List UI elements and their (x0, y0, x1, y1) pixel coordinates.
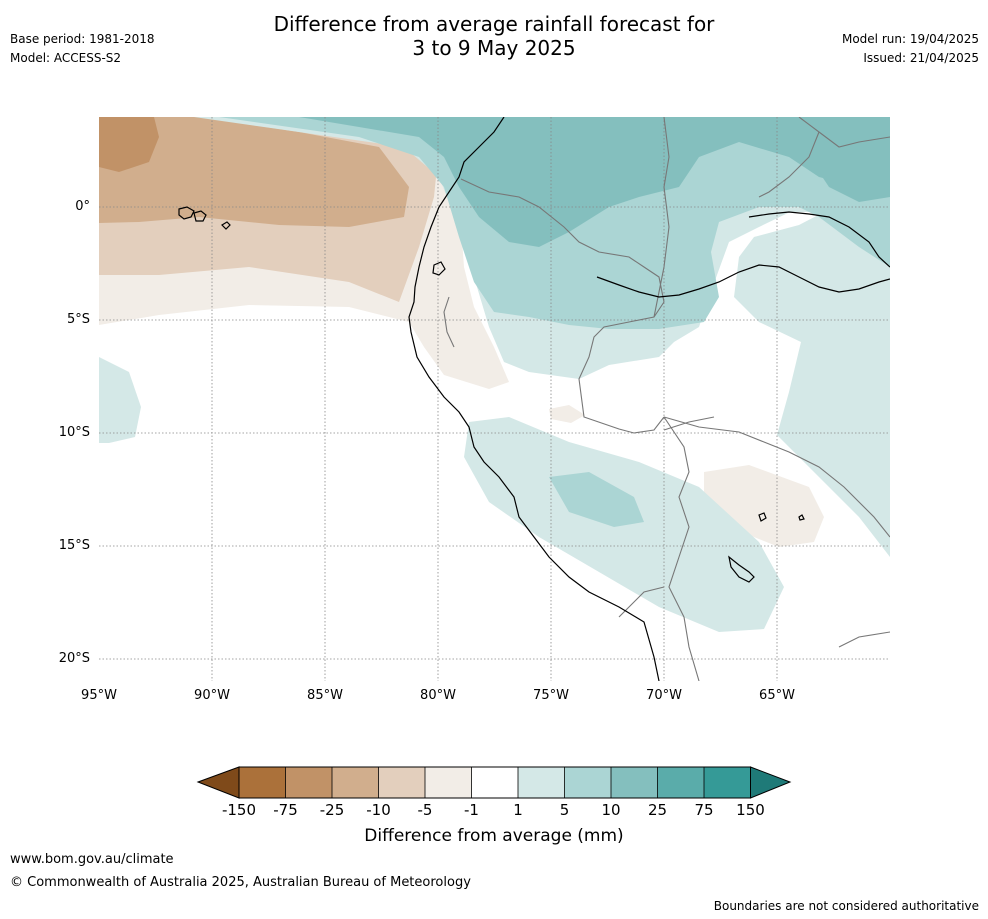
base-period-text: Base period: 1981-2018 (10, 32, 155, 46)
model-run-text: Model run: 19/04/2025 (841, 32, 979, 46)
lat-label-10s: 10°S (58, 425, 90, 440)
wetter-west-patch (99, 357, 141, 443)
colorbar-bin-7 (518, 767, 565, 798)
colorbar-tick-neg25: -25 (319, 801, 345, 819)
coastline (178, 117, 890, 681)
colorbar-bin-1 (239, 767, 286, 798)
colorbar-bin-2 (285, 767, 332, 798)
colorbar-frame (238, 766, 751, 799)
copyright-text: © Commonwealth of Australia 2025, Austra… (10, 875, 471, 890)
colorbar-tick-5: 5 (559, 801, 570, 819)
model-text: Model: ACCESS-S2 (10, 51, 122, 65)
colorbar-dividers (285, 767, 705, 798)
colorbar-bin-4 (378, 767, 425, 798)
lon-label-90w: 90°W (194, 688, 230, 703)
drier-patch-small (549, 405, 585, 423)
colorbar-bin-8 (564, 767, 611, 798)
lon-label-65w: 65°W (759, 688, 795, 703)
title-line-1: Difference from average rainfall forecas… (273, 12, 715, 36)
metadata-right: Model run: 19/04/2025 Issued: 21/04/2025 (842, 30, 979, 68)
title-line-2: 3 to 9 May 2025 (412, 36, 576, 60)
rainfall-map (99, 117, 890, 681)
colorbar-tick-neg75: -75 (273, 801, 298, 819)
colorbar-title: Difference from average (mm) (364, 826, 624, 846)
colorbar-bin-3 (332, 767, 379, 798)
colorbar (196, 766, 792, 799)
lon-label-95w: 95°W (81, 688, 117, 703)
colorbar-tick-75: 75 (694, 801, 714, 819)
lon-label-80w: 80°W (420, 688, 456, 703)
colorbar-tick-10: 10 (601, 801, 621, 819)
colorbar-tick-neg10: -10 (366, 801, 391, 819)
colorbar-bin-5 (425, 767, 472, 798)
issued-text: Issued: 21/04/2025 (863, 51, 979, 65)
lat-label-20s: 20°S (58, 651, 90, 666)
lon-label-75w: 75°W (533, 688, 569, 703)
colorbar-tick-25: 25 (647, 801, 668, 819)
colorbar-bin-11 (704, 767, 751, 798)
colorbar-extend-high (750, 766, 792, 799)
lat-label-5s: 5°S (66, 312, 90, 327)
colorbar-tick-neg150: -150 (221, 801, 257, 819)
metadata-left: Base period: 1981-2018 Model: ACCESS-S2 (10, 30, 155, 68)
colorbar-tick-neg5: -5 (417, 801, 433, 819)
colorbar-tick-1: 1 (513, 801, 523, 819)
wetter-south-mid (549, 472, 644, 527)
lat-label-0: 0° (75, 199, 90, 214)
wetter-core (299, 117, 890, 247)
bom-url-text: www.bom.gov.au/climate (10, 852, 174, 867)
drier-band-strong (99, 117, 409, 227)
lat-label-15s: 15°S (58, 538, 90, 553)
colorbar-bin-6 (471, 767, 518, 798)
map-title: Difference from average rainfall forecas… (0, 12, 988, 60)
drier-core (99, 117, 159, 172)
colorbar-tick-neg1: -1 (464, 801, 479, 819)
country-borders (443, 117, 890, 681)
lon-label-70w: 70°W (646, 688, 682, 703)
wetter-core-east (799, 117, 890, 202)
colorbar-extend-low (196, 766, 240, 799)
colorbar-bin-10 (657, 767, 704, 798)
boundary-disclaimer: Boundaries are not considered authoritat… (713, 899, 979, 913)
lon-label-85w: 85°W (307, 688, 343, 703)
colorbar-bin-9 (611, 767, 658, 798)
colorbar-tick-150: 150 (736, 801, 765, 819)
